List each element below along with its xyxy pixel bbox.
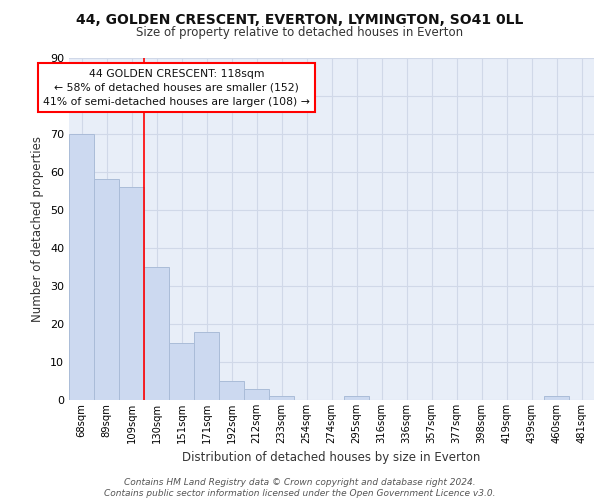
Bar [219, 381, 244, 400]
Bar [119, 187, 144, 400]
Bar [344, 396, 369, 400]
X-axis label: Distribution of detached houses by size in Everton: Distribution of detached houses by size … [182, 452, 481, 464]
Text: Contains HM Land Registry data © Crown copyright and database right 2024.
Contai: Contains HM Land Registry data © Crown c… [104, 478, 496, 498]
Bar [94, 180, 119, 400]
Bar [144, 267, 169, 400]
Text: Size of property relative to detached houses in Everton: Size of property relative to detached ho… [136, 26, 464, 39]
Bar [194, 332, 219, 400]
Text: 44 GOLDEN CRESCENT: 118sqm
← 58% of detached houses are smaller (152)
41% of sem: 44 GOLDEN CRESCENT: 118sqm ← 58% of deta… [43, 69, 310, 107]
Y-axis label: Number of detached properties: Number of detached properties [31, 136, 44, 322]
Bar [269, 396, 294, 400]
Bar [544, 396, 569, 400]
Text: 44, GOLDEN CRESCENT, EVERTON, LYMINGTON, SO41 0LL: 44, GOLDEN CRESCENT, EVERTON, LYMINGTON,… [76, 12, 524, 26]
Bar [244, 388, 269, 400]
Bar [69, 134, 94, 400]
Bar [169, 343, 194, 400]
